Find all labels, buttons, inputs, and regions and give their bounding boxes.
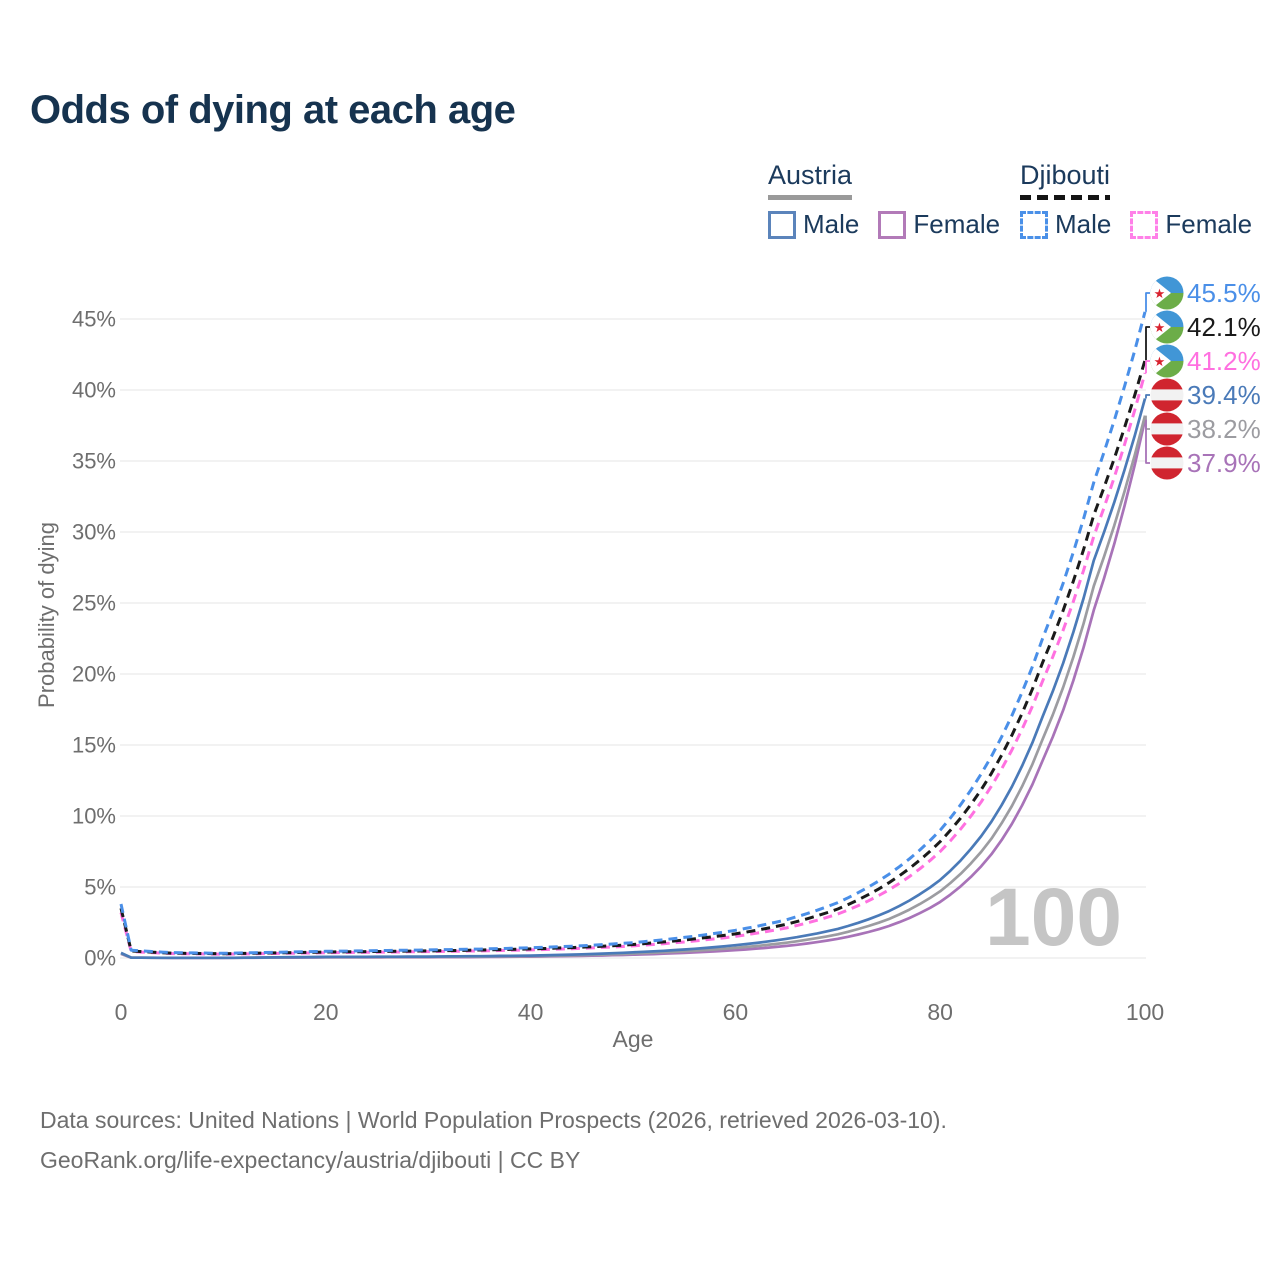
curve-djibouti-both-sexes[interactable] — [119, 359, 1147, 956]
y-tick-label: 0% — [84, 946, 116, 971]
djibouti-female-swatch-icon — [1130, 210, 1159, 239]
y-tick-label: 30% — [72, 520, 116, 545]
legend-label-djibouti-female: Female — [1165, 209, 1253, 239]
end-annotations: ★ 45.5% ★ 42.1% ★ 41.2% 39.4% 38.2% 37.9% — [1145, 276, 1261, 480]
end-label-austria-female[interactable]: 37.9% — [1145, 419, 1261, 480]
y-tick-label: 20% — [72, 662, 116, 687]
y-axis-title: Probability of dying — [34, 522, 59, 708]
y-tick-label: 45% — [72, 307, 116, 332]
legend-header-austria[interactable]: Austria — [768, 160, 853, 200]
svg-text:★: ★ — [1154, 286, 1166, 301]
page-title: Odds of dying at each age — [30, 88, 516, 132]
legend-label-austria-female: Female — [913, 209, 1001, 239]
gridlines — [120, 318, 1146, 959]
end-label-austria-both-sexes[interactable]: 38.2% — [1145, 412, 1261, 446]
y-tick-label: 35% — [72, 449, 116, 474]
leader-line — [1145, 419, 1150, 464]
end-label-djibouti-both-sexes[interactable]: ★ 42.1% — [1145, 310, 1261, 361]
legend-group-austria: Austria Male Female — [768, 160, 1000, 240]
austria-female-swatch-icon — [878, 210, 907, 239]
legend-country-label-djibouti: Djibouti — [1020, 160, 1111, 190]
series-curves — [119, 311, 1147, 960]
footer-attribution-link: GeoRank.org/life-expectancy/austria/djib… — [40, 1147, 581, 1173]
legend-item-djibouti-female[interactable]: Female — [1130, 209, 1252, 240]
x-tick-label: 20 — [313, 999, 339, 1025]
end-value-label: 41.2% — [1187, 346, 1261, 376]
austria-flag-icon — [1150, 446, 1184, 480]
djibouti-male-swatch-icon — [1020, 210, 1048, 239]
y-tick-label: 15% — [72, 733, 116, 758]
legend-label-djibouti-male: Male — [1055, 209, 1112, 239]
end-value-label: 37.9% — [1187, 448, 1261, 478]
end-value-label: 39.4% — [1187, 380, 1261, 410]
end-label-djibouti-male[interactable]: ★ 45.5% — [1145, 276, 1261, 312]
legend-item-djibouti-male[interactable]: Male — [1020, 209, 1111, 240]
leader-line — [1145, 292, 1150, 312]
djibouti-flag-icon: ★ — [1150, 344, 1184, 378]
djibouti-line-style-sample — [1020, 195, 1111, 200]
y-tick-label: 25% — [72, 591, 116, 616]
footer-data-sources: Data sources: United Nations | World Pop… — [40, 1107, 947, 1133]
austria-flag-icon — [1150, 378, 1184, 412]
curve-austria-male[interactable] — [120, 398, 1147, 960]
x-tick-label: 60 — [723, 999, 749, 1025]
legend-country-label-austria: Austria — [768, 160, 853, 190]
end-value-label: 42.1% — [1187, 312, 1261, 342]
end-label-djibouti-female[interactable]: ★ 41.2% — [1145, 344, 1261, 378]
curve-djibouti-female[interactable] — [119, 372, 1147, 956]
leader-line — [1145, 360, 1150, 373]
djibouti-flag-icon: ★ — [1150, 276, 1184, 310]
leader-line — [1145, 326, 1150, 361]
x-tick-label: 40 — [518, 999, 544, 1025]
djibouti-flag-icon: ★ — [1150, 310, 1184, 344]
curve-djibouti-male[interactable] — [119, 311, 1147, 955]
austria-flag-icon — [1150, 412, 1184, 446]
leader-line — [1145, 394, 1150, 399]
legend-item-austria-male[interactable]: Male — [768, 209, 859, 240]
x-tick-label: 80 — [927, 999, 953, 1025]
legend-item-austria-female[interactable]: Female — [878, 209, 1000, 240]
x-tick-label: 0 — [115, 999, 128, 1025]
x-axis-title: Age — [612, 1026, 654, 1052]
y-tick-label: 40% — [72, 378, 116, 403]
axis-ticks: 0% 5% 10% 15% 20% 25% 30% 35% 40% 45% 0 20 40 60 80 100 — [72, 307, 1164, 1026]
austria-male-swatch-icon — [768, 210, 796, 239]
end-value-label: 38.2% — [1187, 414, 1261, 444]
svg-text:★: ★ — [1154, 354, 1166, 369]
legend-header-djibouti[interactable]: Djibouti — [1020, 160, 1111, 200]
svg-text:★: ★ — [1154, 320, 1166, 335]
x-tick-label: 100 — [1126, 999, 1164, 1025]
y-tick-label: 5% — [84, 875, 116, 900]
end-value-label: 45.5% — [1187, 278, 1261, 308]
austria-line-style-sample — [768, 195, 853, 200]
legend-label-austria-male: Male — [803, 209, 860, 239]
end-label-austria-male[interactable]: 39.4% — [1145, 378, 1261, 412]
y-tick-label: 10% — [72, 804, 116, 829]
age-counter-watermark: 100 — [985, 872, 1122, 963]
legend-group-djibouti: Djibouti Male Female — [1020, 160, 1252, 240]
